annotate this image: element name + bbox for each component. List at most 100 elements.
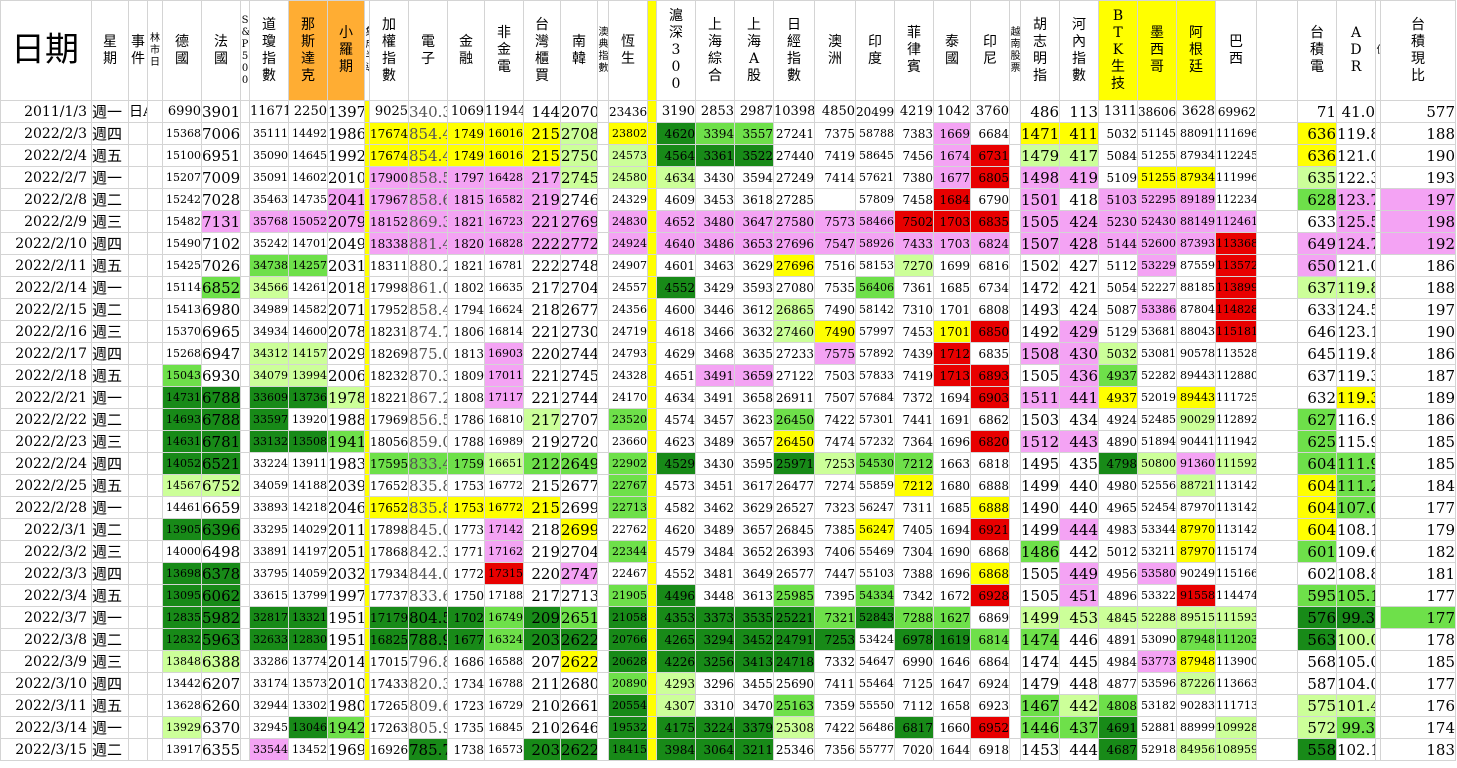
cell-bt[interactable]: 5032 [1098, 342, 1138, 365]
cell-hn[interactable]: 443 [1059, 430, 1099, 453]
cell-sp[interactable] [240, 386, 250, 409]
cell-ph[interactable]: 7456 [894, 144, 934, 167]
cell-ar[interactable]: 87559 [1176, 254, 1216, 277]
cell-wd[interactable]: 週三 [91, 540, 129, 563]
cell-nk[interactable]: 25985 [773, 584, 815, 607]
cell-sha[interactable]: 3594 [734, 166, 774, 189]
cell-otc[interactable]: 215 [523, 496, 561, 519]
cell-twii[interactable]: 16825 [369, 628, 409, 651]
cell-hn[interactable]: 430 [1059, 342, 1099, 365]
cell-hs[interactable]: 22902 [608, 452, 648, 475]
cell-pct[interactable]: 186 [1380, 342, 1456, 365]
cell-tsmc[interactable]: 635 [1297, 166, 1337, 189]
cell-fr[interactable]: 6378 [201, 562, 241, 585]
cell-pct[interactable]: 577 [1380, 100, 1456, 123]
cell-au[interactable]: 7474 [814, 430, 856, 453]
header-otc[interactable]: 台灣櫃買 [523, 0, 561, 101]
cell-csi[interactable]: 4496 [656, 584, 696, 607]
cell-br[interactable]: 111725 [1215, 386, 1257, 409]
cell-aut[interactable] [597, 496, 609, 519]
cell-tsmc[interactable]: 568 [1297, 650, 1337, 673]
cell-au[interactable]: 7414 [814, 166, 856, 189]
cell-nk[interactable]: 27285 [773, 188, 815, 211]
cell-hn[interactable]: 424 [1059, 210, 1099, 233]
cell-gap[interactable] [1256, 430, 1298, 453]
cell-au[interactable] [814, 188, 856, 211]
cell-gap[interactable] [1256, 364, 1298, 387]
cell-th[interactable]: 1701 [933, 320, 971, 343]
cell-br[interactable]: 109928 [1215, 716, 1257, 739]
cell-nas[interactable]: 13046 [288, 716, 328, 739]
cell-sha[interactable]: 3653 [734, 232, 774, 255]
cell-date[interactable]: 2022/2/16 [0, 320, 92, 343]
cell-br[interactable]: 115166 [1215, 562, 1257, 585]
cell-wd[interactable]: 週三 [91, 210, 129, 233]
cell-fin[interactable]: 1702 [447, 606, 485, 629]
cell-br[interactable]: 115174 [1215, 540, 1257, 563]
cell-bt[interactable]: 4956 [1098, 562, 1138, 585]
cell-gap[interactable] [1256, 298, 1298, 321]
cell-gap[interactable] [1256, 650, 1298, 673]
cell-aut[interactable] [597, 364, 609, 387]
cell-au[interactable]: 7253 [814, 628, 856, 651]
cell-gap[interactable] [1256, 276, 1298, 299]
cell-lm[interactable] [147, 320, 163, 343]
cell-th[interactable]: 1677 [933, 166, 971, 189]
cell-date[interactable]: 2022/2/10 [0, 232, 92, 255]
cell-twii[interactable]: 18152 [369, 210, 409, 233]
cell-twii[interactable]: 17998 [369, 276, 409, 299]
cell-au[interactable]: 7573 [814, 210, 856, 233]
cell-nfe[interactable]: 16016 [484, 122, 524, 145]
cell-vn[interactable]: 1512 [1020, 430, 1060, 453]
cell-id[interactable]: 6862 [970, 408, 1010, 431]
cell-th[interactable]: 1660 [933, 716, 971, 739]
cell-twii[interactable]: 18231 [369, 320, 409, 343]
cell-nfe[interactable]: 16651 [484, 452, 524, 475]
cell-elec[interactable]: 340.3 [408, 100, 448, 123]
cell-br[interactable]: 111696 [1215, 122, 1257, 145]
cell-bt[interactable]: 4691 [1098, 716, 1138, 739]
cell-twii[interactable]: 17595 [369, 452, 409, 475]
cell-au[interactable]: 7507 [814, 386, 856, 409]
cell-hn[interactable]: 418 [1059, 188, 1099, 211]
cell-fr[interactable]: 6947 [201, 342, 241, 365]
cell-adr[interactable]: 123.7 [1336, 188, 1376, 211]
cell-nfe[interactable]: 16828 [484, 232, 524, 255]
cell-kr[interactable]: 2707 [560, 408, 598, 431]
cell-sh[interactable]: 3489 [695, 518, 735, 541]
cell-pct[interactable]: 197 [1380, 298, 1456, 321]
header-aut[interactable]: 澳典指數 [597, 0, 609, 101]
cell-wd[interactable]: 週一 [91, 496, 129, 519]
cell-kr[interactable]: 2744 [560, 342, 598, 365]
cell-aut[interactable] [597, 628, 609, 651]
cell-hs[interactable]: 23660 [608, 430, 648, 453]
cell-ev[interactable] [128, 540, 148, 563]
cell-fin[interactable]: 1821 [447, 254, 485, 277]
cell-ev[interactable] [128, 144, 148, 167]
cell-th[interactable]: 1647 [933, 672, 971, 695]
cell-mx[interactable]: 53322 [1137, 584, 1177, 607]
cell-kr[interactable]: 2746 [560, 188, 598, 211]
cell-dji[interactable]: 33286 [249, 650, 289, 673]
cell-elec[interactable]: 869.3 [408, 210, 448, 233]
cell-gap[interactable] [1256, 386, 1298, 409]
cell-fin[interactable]: 1806 [447, 320, 485, 343]
cell-nas[interactable]: 13920 [288, 408, 328, 431]
cell-ar[interactable]: 91558 [1176, 584, 1216, 607]
cell-ph[interactable]: 7342 [894, 584, 934, 607]
cell-adr[interactable]: 99.3 [1336, 716, 1376, 739]
cell-lm[interactable] [147, 298, 163, 321]
cell-date[interactable]: 2022/2/24 [0, 452, 92, 475]
cell-aut[interactable] [597, 562, 609, 585]
cell-ph[interactable]: 7304 [894, 540, 934, 563]
cell-vn[interactable]: 1493 [1020, 298, 1060, 321]
cell-vnx[interactable] [1009, 100, 1021, 123]
cell-mx[interactable]: 52019 [1137, 386, 1177, 409]
cell-hs[interactable]: 22767 [608, 474, 648, 497]
cell-de[interactable]: 15043 [162, 364, 202, 387]
cell-gap[interactable] [1256, 144, 1298, 167]
cell-au[interactable]: 7422 [814, 408, 856, 431]
cell-hn[interactable]: 446 [1059, 628, 1099, 651]
cell-otc[interactable]: 203 [523, 738, 561, 761]
cell-csi[interactable]: 4640 [656, 232, 696, 255]
